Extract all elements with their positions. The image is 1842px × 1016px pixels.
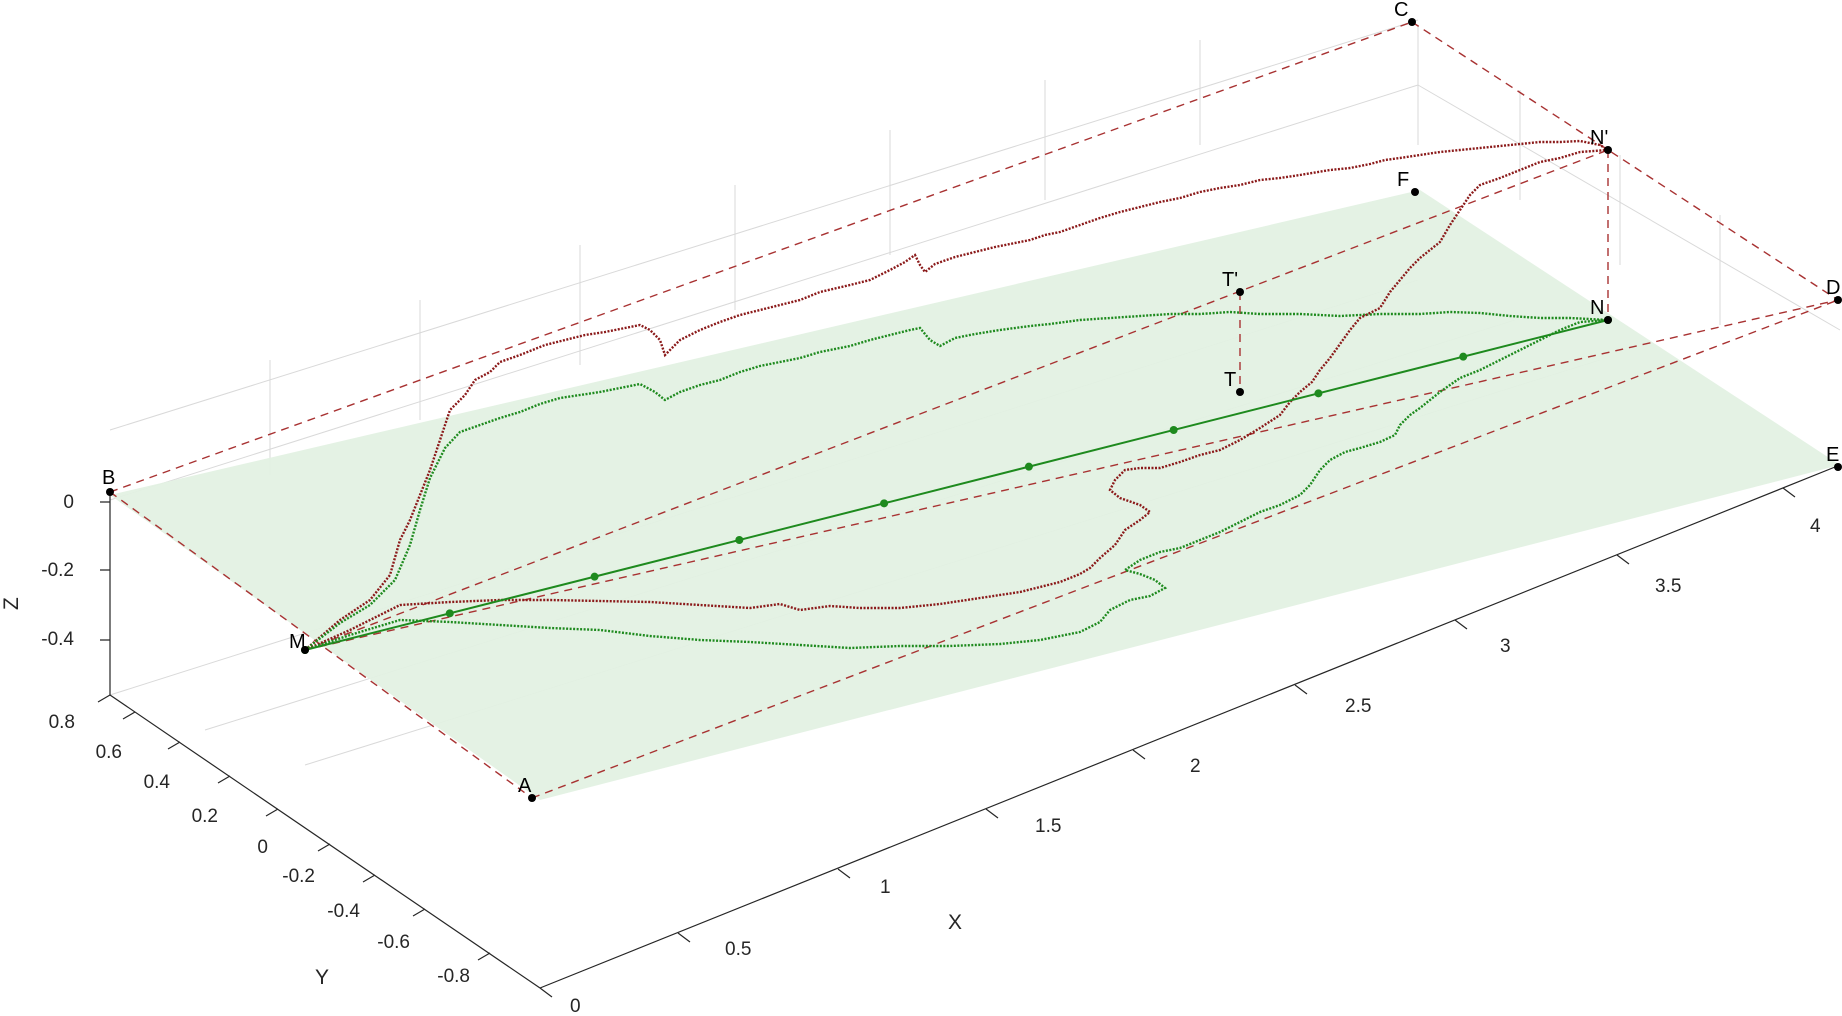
x-tick-8: 4 <box>1810 516 1821 537</box>
point-label-A: A <box>518 775 532 797</box>
point-N <box>1604 316 1612 324</box>
green-marker <box>1169 426 1178 434</box>
z-tick-2: 0 <box>63 492 74 513</box>
green-marker <box>1459 352 1468 361</box>
x-tick-labels: 0 0.5 1 1.5 2 2.5 3 3.5 4 <box>570 516 1821 1016</box>
axes-box <box>109 464 1841 989</box>
point-label-Tprime: T' <box>1222 269 1238 291</box>
y-tick-0: -0.8 <box>437 966 470 987</box>
tick-marks <box>97 487 1796 998</box>
x-tick-3: 1.5 <box>1035 816 1061 837</box>
point-E <box>1834 463 1842 471</box>
frame-A-E <box>531 299 1839 799</box>
red-upper-path <box>304 139 1609 651</box>
point-label-T: T <box>1224 369 1236 391</box>
dashed-frame <box>109 21 1839 799</box>
point-C <box>1408 18 1416 26</box>
frame-B-C <box>109 21 1413 493</box>
point-label-C: C <box>1394 0 1408 21</box>
y-tick-7: 0.6 <box>96 742 122 763</box>
point-label-E: E <box>1826 444 1839 466</box>
point-D <box>1834 296 1842 304</box>
point-label-F: F <box>1397 169 1409 191</box>
point-label-D: D <box>1826 277 1840 299</box>
frame-M-D <box>304 299 1839 651</box>
point-M <box>301 646 309 654</box>
y-tick-8: 0.8 <box>49 712 75 733</box>
green-marker <box>735 536 744 544</box>
y-tick-5: 0.2 <box>192 806 218 827</box>
green-upper-path <box>304 310 1609 651</box>
red-lower-path <box>304 148 1609 652</box>
green-lower-path <box>304 318 1609 652</box>
x-tick-1: 0.5 <box>725 939 751 960</box>
y-tick-labels: -0.8 -0.6 -0.4 -0.2 0 0.2 0.4 0.6 0.8 <box>49 712 470 987</box>
point-T <box>1236 388 1244 396</box>
x-tick-4: 2 <box>1190 756 1201 777</box>
y-tick-6: 0.4 <box>144 772 171 793</box>
frame-M-Nprime <box>304 149 1609 651</box>
z-axis-title: Z <box>0 597 23 610</box>
point-Tprime <box>1236 288 1244 296</box>
labelled-points: A B C D E F M N N' T T' <box>102 0 1842 802</box>
x-axis-title: X <box>948 911 962 934</box>
y-axis-title: Y <box>315 966 329 989</box>
green-marker <box>445 609 454 618</box>
point-label-B: B <box>102 467 115 489</box>
x-tick-7: 3.5 <box>1655 576 1681 597</box>
green-marker <box>590 572 599 581</box>
y-tick-3: -0.2 <box>282 866 315 887</box>
point-label-N: N <box>1590 297 1604 319</box>
frame-B-A <box>109 491 533 799</box>
green-marker <box>880 499 889 508</box>
x-tick-2: 1 <box>880 877 891 898</box>
z-tick-1: -0.2 <box>41 560 74 581</box>
data-series <box>304 139 1609 652</box>
z-tick-0: -0.4 <box>41 629 74 650</box>
point-F <box>1411 188 1419 196</box>
x-tick-6: 3 <box>1500 636 1511 657</box>
z-tick-labels: -0.4 -0.2 0 <box>41 492 74 650</box>
y-tick-4: 0 <box>257 837 268 858</box>
point-B <box>106 488 114 496</box>
x-tick-5: 2.5 <box>1345 696 1371 717</box>
point-label-Nprime: N' <box>1590 127 1608 149</box>
point-label-M: M <box>289 631 306 653</box>
point-Nprime <box>1604 146 1612 154</box>
point-A <box>528 794 536 802</box>
frame-C-D <box>1411 21 1839 301</box>
green-marker <box>1314 389 1323 398</box>
y-tick-2: -0.4 <box>327 901 360 922</box>
green-marker <box>1024 462 1033 471</box>
x-tick-0: 0 <box>570 996 581 1016</box>
plane-surface <box>110 190 1840 800</box>
green-solid-line <box>304 319 1609 651</box>
y-tick-1: -0.6 <box>377 932 410 953</box>
